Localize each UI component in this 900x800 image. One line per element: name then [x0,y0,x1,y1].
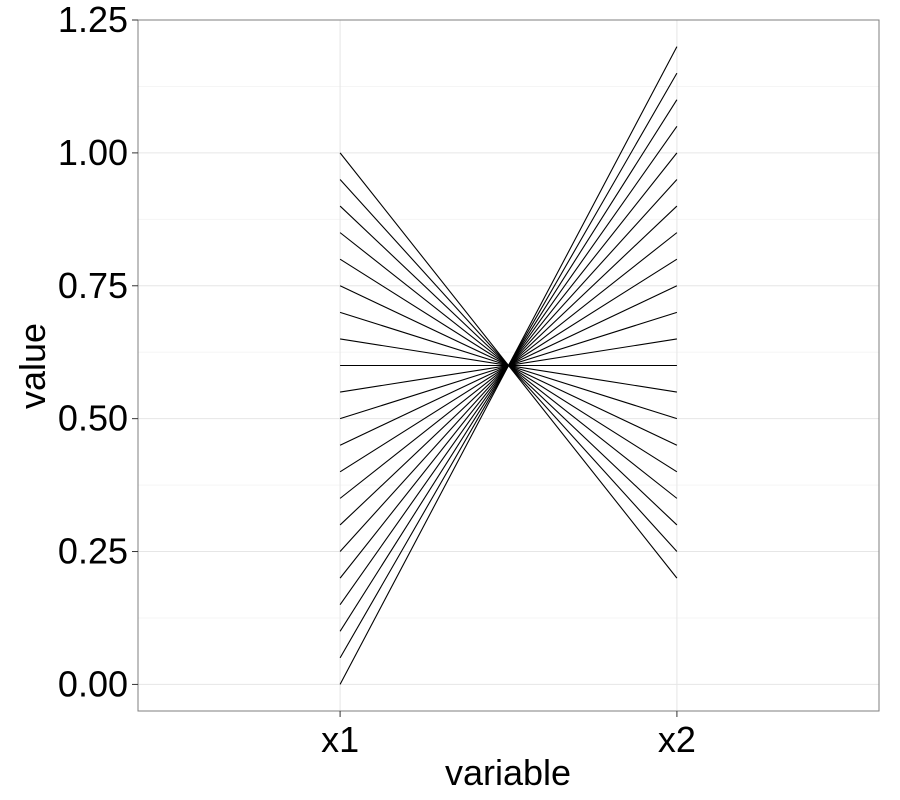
y-axis: 0.00 0.25 0.50 0.75 1.00 1.25 [58,0,138,704]
x-axis: x1 x2 [321,711,696,760]
y-tick-label: 0.25 [58,531,128,572]
y-axis-title: value [12,323,53,409]
x-tick-label: x1 [321,719,359,760]
series-line [339,152,678,579]
y-tick-label: 0.00 [58,663,128,704]
y-tick-label: 0.50 [58,398,128,439]
y-tick-label: 1.00 [58,132,128,173]
x-axis-title: variable [445,752,571,793]
x-tick-label: x2 [658,719,696,760]
series-lines [339,46,678,685]
plot-border [137,19,880,712]
y-tick-label: 0.75 [58,265,128,306]
y-tick-label: 1.25 [58,0,128,40]
